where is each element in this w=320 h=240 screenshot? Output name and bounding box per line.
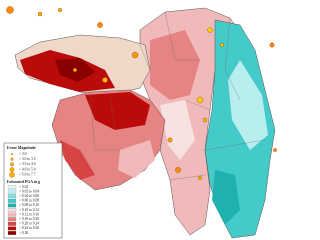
eastern-low-zone (228, 60, 268, 150)
legend-label: > 4.0 to 5.0 (19, 167, 36, 171)
pga-swatch (7, 185, 17, 189)
district-boundaries (89, 11, 266, 181)
event (97, 22, 103, 28)
event (202, 117, 208, 123)
pga-swatch (7, 189, 17, 194)
event (196, 96, 204, 104)
magnitude-symbol (9, 167, 15, 172)
event (207, 27, 213, 33)
event (37, 11, 43, 17)
event (131, 51, 139, 59)
event (269, 42, 275, 48)
legend-label: > 0.16 to 0.20 (19, 217, 39, 221)
legend-label: < 3.0 (19, 152, 27, 156)
legend-label: > 0.02 to 0.04 (19, 189, 39, 193)
legend-label: > 0.06 to 0.08 (19, 199, 39, 203)
event (273, 148, 277, 152)
legend-label: > 0.12 to 0.16 (19, 212, 39, 216)
legend-label: < 0.02 (19, 185, 28, 189)
pga-swatch (7, 221, 17, 226)
pga-swatch (7, 198, 17, 203)
map: Event Magnitude Estimated PGA in g < 3.0… (3, 6, 277, 239)
event (72, 67, 77, 72)
legend-label: > 0.24 to 0.30 (19, 226, 39, 230)
event (6, 6, 14, 14)
saurashtra-low-zone (118, 140, 155, 178)
legend-label: > 0.10 to 0.12 (19, 208, 39, 212)
pga-swatch (7, 231, 17, 235)
legend-items: < 3.0> 3.0 to 3.5> 3.5 to 4.0> 4.0 to 5.… (7, 152, 39, 235)
event (58, 7, 63, 12)
event (197, 175, 202, 180)
legend-label: > 0.04 to 0.06 (19, 194, 39, 198)
mainland-high-zone (150, 30, 200, 100)
legend-label: > 5.0 to 7.7 (19, 173, 36, 177)
magnitude-symbol (9, 172, 15, 178)
southern-zone (212, 170, 240, 225)
magnitude-symbol (10, 157, 14, 161)
legend-label: > 0.08 to 0.10 (19, 203, 39, 207)
pga-swatch (7, 226, 17, 231)
legend-label: > 3.0 to 3.5 (19, 157, 36, 161)
legend-title: Estimated PGA in g (7, 180, 40, 184)
pga-swatch (7, 208, 17, 212)
magnitude-symbol (10, 162, 14, 167)
event (102, 77, 108, 83)
event (219, 43, 224, 48)
pga-swatch (7, 217, 17, 222)
legend-label: > 0.20 to 0.24 (19, 222, 39, 226)
event (167, 137, 173, 143)
mainland-low-zone (160, 100, 195, 160)
event (175, 167, 181, 173)
legend-title: Event Magnitude (7, 146, 36, 150)
saurashtra-coast-zone (60, 140, 95, 180)
pga-swatch (7, 194, 17, 199)
legend-label: > 0.30 (19, 231, 28, 235)
pga-swatch (7, 212, 17, 217)
pga-swatch (7, 203, 17, 208)
saurashtra-high-zone (85, 92, 150, 130)
earthquake-events (6, 6, 277, 180)
legend-label: > 3.5 to 4.0 (19, 162, 36, 166)
magnitude-symbol (11, 153, 13, 155)
